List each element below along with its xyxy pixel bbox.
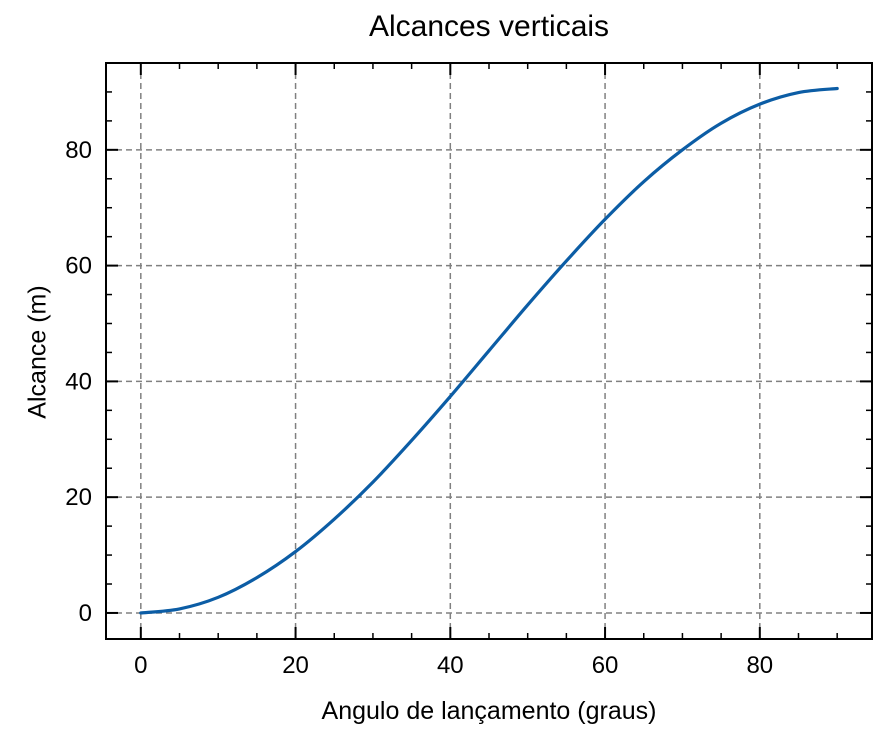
x-tick-label: 0 <box>134 652 147 679</box>
x-tick-label: 80 <box>746 652 773 679</box>
y-tick-label: 40 <box>65 368 92 395</box>
x-tick-label: 60 <box>592 652 619 679</box>
y-tick-label: 0 <box>79 600 92 627</box>
tick-labels: 0 20 40 60 80 0 20 40 60 80 <box>65 137 773 679</box>
y-tick-label: 80 <box>65 137 92 164</box>
chart-title: Alcances verticais <box>368 10 610 43</box>
y-axis-label: Alcance (m) <box>23 285 52 419</box>
series <box>139 86 839 615</box>
grid <box>106 63 872 639</box>
series-line <box>139 86 839 615</box>
plot-frame <box>105 62 873 640</box>
x-tick-label: 20 <box>282 652 309 679</box>
x-axis-label: Angulo de lançamento (graus) <box>321 697 657 725</box>
x-tick-label: 40 <box>437 652 464 679</box>
major-ticks <box>106 63 872 639</box>
y-tick-label: 60 <box>65 253 92 280</box>
y-tick-label: 20 <box>65 484 92 511</box>
